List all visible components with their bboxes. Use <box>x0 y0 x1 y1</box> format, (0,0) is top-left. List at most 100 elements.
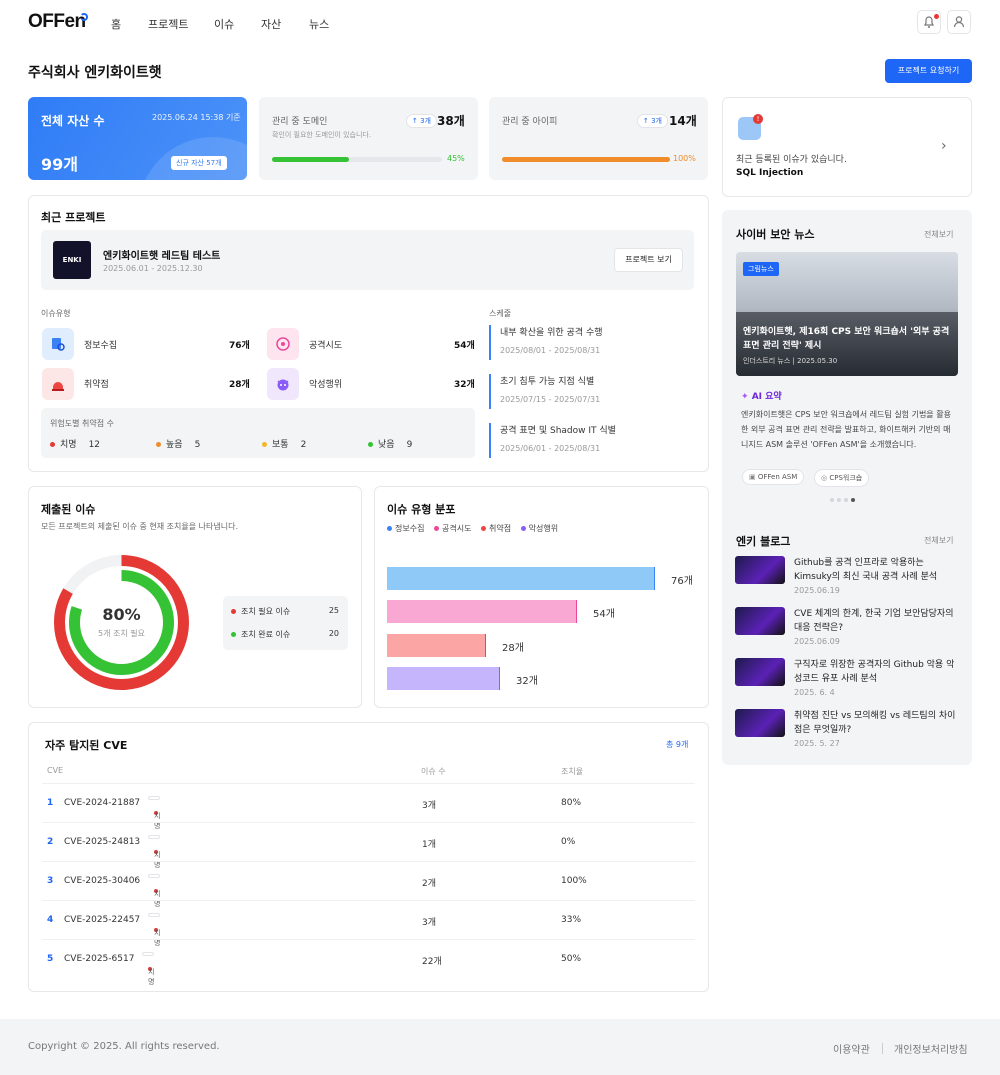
cve-id: CVE-2024-21887 <box>64 798 141 808</box>
cve-total-link[interactable]: 총 9개 <box>666 740 689 749</box>
donut-legend <box>223 596 348 650</box>
cve-issues: 1개 <box>422 840 437 850</box>
news-image[interactable]: 그림뉴스 엔키화이트햇, 제16회 CPS 보안 워크숍서 '외부 공격 표면 … <box>736 252 958 376</box>
risk-high: 높음 5 <box>156 437 200 450</box>
ips-card[interactable]: 관리 중 아이피 ↑ 3개 14개 100% <box>489 97 708 180</box>
terms-link[interactable]: 이용약관 <box>833 1045 870 1056</box>
ips-percent: 100% <box>673 154 696 163</box>
attack-attempt-icon <box>267 328 299 360</box>
total-assets-card[interactable]: 전체 자산 수 2025.06.24 15:38 기준 99개 신규 자산 57… <box>28 97 247 180</box>
news-view-all[interactable]: 전체보기 <box>924 230 954 239</box>
nav-home[interactable]: 홈 <box>111 18 122 31</box>
nav-projects[interactable]: 프로젝트 <box>148 18 189 31</box>
table-row[interactable]: 4 CVE-2025-22457 치명 3개 33% <box>42 900 695 947</box>
table-row[interactable]: 3 CVE-2025-30406 치명 2개 100% <box>42 861 695 908</box>
alert-badge-icon: ! <box>753 114 763 124</box>
cve-issues: 3개 <box>422 918 437 928</box>
bar-3[interactable] <box>387 634 486 657</box>
schedule-item[interactable]: 내부 확산을 위한 공격 수행 2025/08/01 - 2025/08/31 <box>489 325 689 360</box>
donut-chart <box>54 555 189 690</box>
profile-button[interactable] <box>947 10 971 34</box>
cve-header-rate: 조치율 <box>561 767 584 776</box>
risk-medium: 보통 2 <box>262 437 306 450</box>
cve-issues: 3개 <box>422 801 437 811</box>
blog-post[interactable]: Github를 공격 인프라로 악용하는 Kimsuky의 최신 국내 공격 사… <box>735 556 960 596</box>
project-period: 2025.06.01 - 2025.12.30 <box>103 264 203 273</box>
carousel-dots[interactable] <box>830 498 855 502</box>
cve-rate: 33% <box>561 915 582 925</box>
table-row[interactable]: 2 CVE-2025-24813 치명 1개 0% <box>42 822 695 869</box>
cve-rate: 100% <box>561 876 587 886</box>
bar-4[interactable] <box>387 667 500 690</box>
cve-rate: 0% <box>561 837 576 847</box>
notification-button[interactable] <box>917 10 941 34</box>
bar-value-label: 76개 <box>671 576 693 587</box>
nav-news[interactable]: 뉴스 <box>309 18 330 31</box>
issue-types-title: 이슈유형 <box>41 309 71 318</box>
legend-needed: 조치 필요 이슈 25 <box>231 606 339 617</box>
cve-id: CVE-2025-22457 <box>64 915 141 925</box>
completed-ring <box>69 570 174 675</box>
nav-assets[interactable]: 자산 <box>261 18 282 31</box>
footer-divider <box>882 1043 883 1054</box>
domains-card[interactable]: 관리 중 도메인 ↑ 3개 38개 확인이 필요한 도메인이 있습니다. 45% <box>259 97 478 180</box>
domains-percent: 45% <box>447 154 465 163</box>
header: OFFen 홈 프로젝트 이슈 자산 뉴스 <box>0 0 1000 46</box>
ai-summary-text: 엔키화이트햇은 CPS 보안 워크숍에서 레드팀 실험 기법을 활용한 외부 공… <box>741 410 951 449</box>
domains-label: 관리 중 도메인 <box>272 117 328 127</box>
cve-rate: 50% <box>561 954 582 964</box>
bar-1[interactable] <box>387 567 655 590</box>
blog-post[interactable]: CVE 체계의 한계, 한국 기업 보안담당자의 대응 전략은? 2025.06.… <box>735 607 960 647</box>
news-tag[interactable]: ▣ OFFen ASM <box>742 469 805 485</box>
severity-badge: 치명 <box>142 952 154 986</box>
page-title: 주식회사 엔키화이트햇 <box>28 65 162 81</box>
schedule-item[interactable]: 공격 표면 및 Shadow IT 식별 2025/06/01 - 2025/08… <box>489 423 689 458</box>
severity-badge: 치명 <box>148 913 160 947</box>
cve-id: CVE-2025-6517 <box>64 954 135 964</box>
ips-label: 관리 중 아이피 <box>502 117 558 127</box>
logo[interactable]: OFFen <box>28 11 86 32</box>
domains-sub: 확인이 필요한 도메인이 있습니다. <box>272 131 372 139</box>
issue-type-count: 32개 <box>454 380 475 390</box>
project-logo: ENKI <box>53 241 91 279</box>
blog-post[interactable]: 구직자로 위장한 공격자의 Github 악용 악성코드 유포 사례 분석 202… <box>735 658 960 698</box>
issue-notice-text: 최근 등록된 이슈가 있습니다. <box>736 155 847 165</box>
blog-thumbnail <box>735 709 785 737</box>
legend-item: 악성행위 <box>520 524 558 533</box>
domains-progress <box>272 157 442 162</box>
recent-issue-card[interactable]: ! 최근 등록된 이슈가 있습니다. SQL Injection › <box>722 97 972 197</box>
cve-header-cve: CVE <box>47 766 64 775</box>
cve-issues: 2개 <box>422 879 437 889</box>
nav-issues[interactable]: 이슈 <box>214 18 235 31</box>
total-assets-label: 전체 자산 수 <box>41 114 105 128</box>
new-assets-badge: 신규 자산 57개 <box>171 156 227 170</box>
total-assets-value: 99개 <box>41 155 78 174</box>
table-row[interactable]: 1 CVE-2024-21887 치명 3개 80% <box>42 783 695 830</box>
table-row[interactable]: 5 CVE-2025-6517 치명 22개 50% <box>42 939 695 986</box>
bar-2[interactable] <box>387 600 577 623</box>
donut-center-sub: 5개 조치 필요 <box>98 629 145 638</box>
news-tag[interactable]: ◎ CPS워크숍 <box>814 469 870 487</box>
blog-thumbnail <box>735 556 785 584</box>
cve-id: CVE-2025-30406 <box>64 876 141 886</box>
view-project-button[interactable]: 프로젝트 보기 <box>614 248 683 272</box>
blog-post[interactable]: 취약점 진단 vs 모의해킹 vs 레드팀의 차이점은 무엇일까? 2025. 5… <box>735 709 960 749</box>
privacy-link[interactable]: 개인정보처리방침 <box>894 1045 968 1056</box>
legend-completed: 조치 완료 이슈 20 <box>231 629 339 640</box>
schedule-item[interactable]: 초기 침투 가능 지점 식별 2025/07/15 - 2025/07/31 <box>489 374 689 409</box>
legend-item: 공격시도 <box>434 524 471 533</box>
issue-type-count: 76개 <box>229 341 250 351</box>
chart-title: 이슈 유형 분포 <box>387 503 456 516</box>
blog-title: 엔키 블로그 <box>736 535 791 548</box>
request-project-button[interactable]: 프로젝트 요청하기 <box>885 59 972 83</box>
bell-icon <box>924 16 934 28</box>
cve-rank: 4 <box>47 915 54 925</box>
blog-view-all[interactable]: 전체보기 <box>924 536 954 545</box>
ai-summary-title: ✦ AI 요약 <box>741 392 782 402</box>
ips-value: 14개 <box>669 114 697 128</box>
chevron-right-icon[interactable]: › <box>941 138 947 154</box>
cve-rank: 1 <box>47 798 54 808</box>
cve-id: CVE-2025-24813 <box>64 837 141 847</box>
ips-progress <box>502 157 670 162</box>
project-banner <box>41 230 694 290</box>
